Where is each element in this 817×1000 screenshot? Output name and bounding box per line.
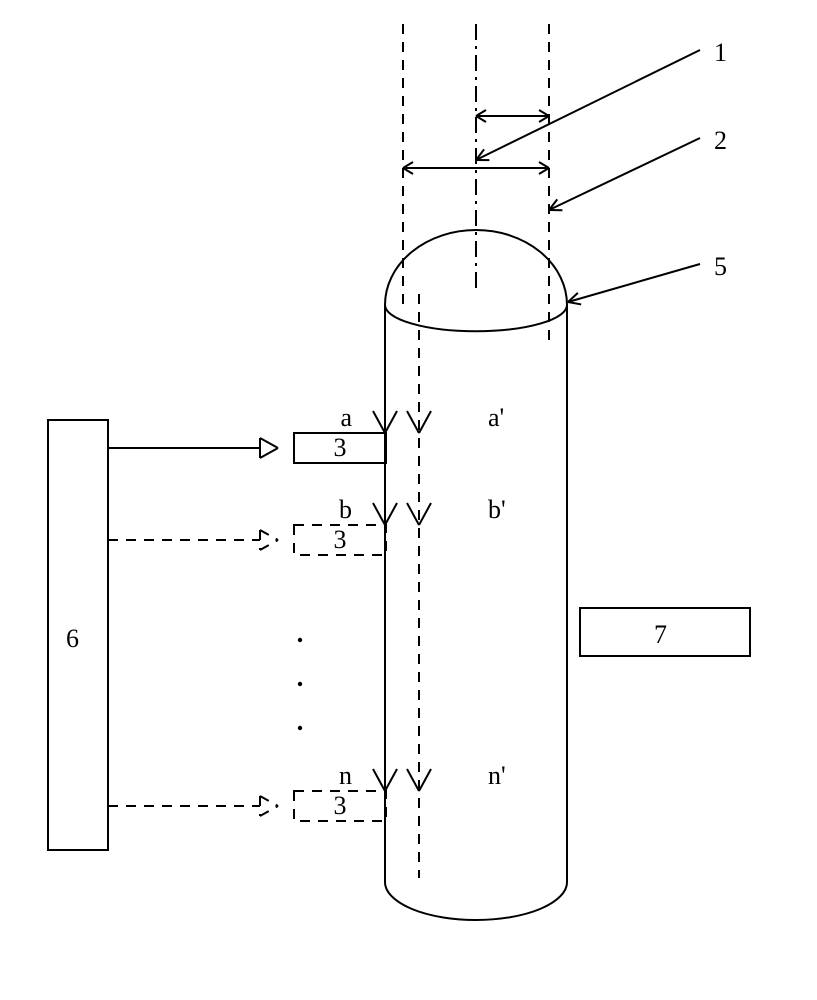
svg-text:a': a' xyxy=(488,403,504,432)
label-1: 1 xyxy=(714,38,727,68)
svg-text:b: b xyxy=(339,495,352,524)
label-7: 7 xyxy=(654,620,667,650)
svg-text:3: 3 xyxy=(334,433,347,462)
svg-text:n': n' xyxy=(488,761,506,790)
svg-text:3: 3 xyxy=(334,525,347,554)
label-6: 6 xyxy=(66,624,79,654)
svg-text:3: 3 xyxy=(334,791,347,820)
label-2: 2 xyxy=(714,126,727,156)
svg-text:b': b' xyxy=(488,495,506,524)
label-5: 5 xyxy=(714,252,727,282)
svg-text:n: n xyxy=(339,761,352,790)
svg-text:a: a xyxy=(340,403,352,432)
